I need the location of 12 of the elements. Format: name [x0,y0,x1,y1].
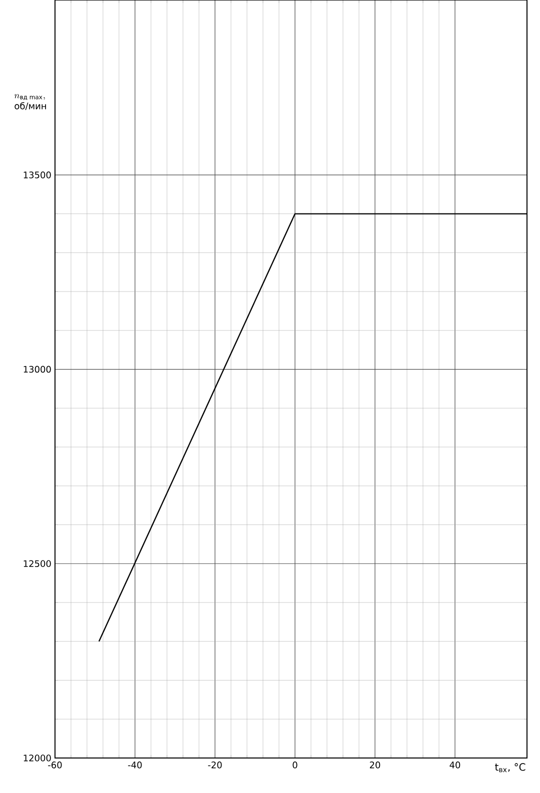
y-axis-title: $\begin{array}{l}n_{\text{вд max}},\\ \text{об/мин}\end{array}$ [14,94,46,110]
x-tick-label: -20 [208,762,222,768]
y-tick-label: 12500 [24,560,51,568]
x-tick-label: 40 [450,762,460,768]
y-tick-label: 13500 [24,172,51,178]
x-tick-label: 20 [370,762,380,768]
y-tick-label: 12000 [24,754,51,762]
x-tick-label: -40 [128,762,142,768]
x-tick-label: -60 [48,762,62,768]
x-tick-label: 0 [292,762,298,768]
x-axis-title: t$_{вх}$, °C [495,763,526,772]
y-tick-label: 13000 [24,366,51,373]
